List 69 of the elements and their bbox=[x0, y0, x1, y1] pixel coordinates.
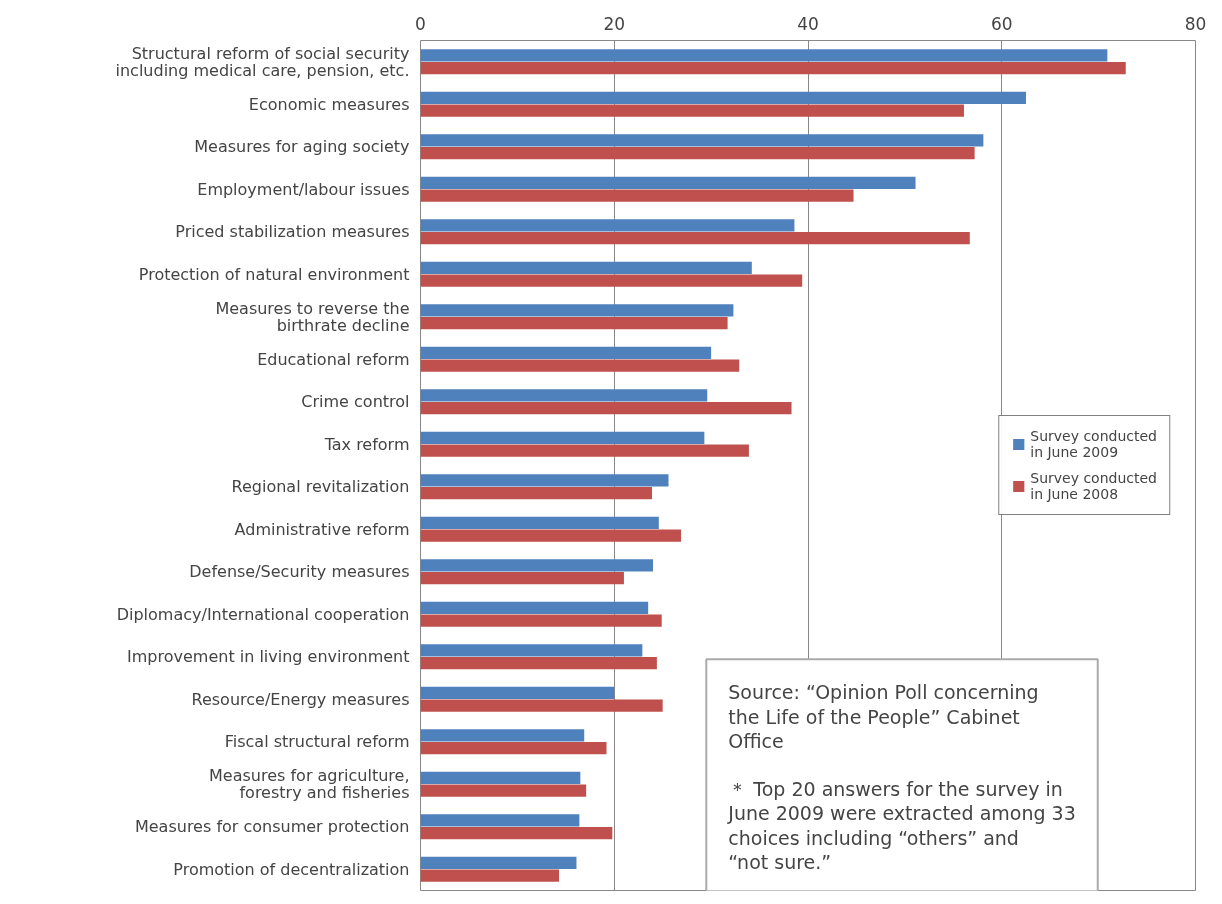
bar bbox=[420, 771, 581, 784]
y-tick-label: Measures for agriculture, forestry and fisheries bbox=[209, 766, 410, 803]
bar bbox=[420, 729, 585, 742]
bar bbox=[420, 261, 752, 274]
bar bbox=[420, 317, 728, 330]
bar bbox=[420, 529, 682, 542]
bar bbox=[420, 431, 705, 444]
bar bbox=[420, 304, 734, 317]
bar bbox=[420, 104, 964, 117]
bar bbox=[420, 601, 649, 614]
y-tick-label: Measures for aging society bbox=[194, 137, 410, 157]
bar bbox=[420, 657, 657, 670]
y-tick-label: Crime control bbox=[301, 392, 410, 412]
y-tick-label: Fiscal structural reform bbox=[224, 732, 410, 752]
bar bbox=[420, 91, 1026, 104]
bar bbox=[420, 856, 577, 869]
legend-label: Survey conducted in June 2008 bbox=[1030, 470, 1157, 502]
annotation: ＊ Top 20 answers for the survey in June 2009 were extracted among 33 choices including “others” and “not sure.” bbox=[727, 778, 1076, 873]
y-tick-label: Measures to reverse the birthrate decline bbox=[215, 298, 410, 335]
y-tick-label: Promotion of decentralization bbox=[173, 859, 410, 879]
y-tick-label: Protection of natural environment bbox=[138, 264, 410, 284]
y-tick-label: Regional revitalization bbox=[231, 477, 410, 497]
bar bbox=[420, 274, 803, 287]
bar bbox=[420, 232, 970, 245]
bar bbox=[420, 176, 916, 189]
bar bbox=[420, 827, 613, 840]
y-tick-label: Resource/Energy measures bbox=[191, 689, 410, 709]
y-tick-label: Defense/Security measures bbox=[189, 562, 410, 582]
bar bbox=[420, 49, 1108, 62]
y-tick-label: Tax reform bbox=[323, 434, 410, 454]
x-tick-label: 60 bbox=[990, 13, 1013, 34]
annotation: Source: “Opinion Poll concerning the Life of the People” Cabinet Office bbox=[728, 681, 1039, 752]
y-tick-label: Employment/labour issues bbox=[197, 179, 410, 199]
bar bbox=[420, 219, 795, 232]
y-tick-label: Economic measures bbox=[248, 94, 410, 114]
y-tick-label: Priced stabilization measures bbox=[175, 222, 410, 242]
bar bbox=[420, 572, 624, 585]
bar bbox=[420, 487, 653, 500]
y-tick-label: Structural reform of social security including medical care, pension, etc. bbox=[115, 43, 410, 80]
bar bbox=[420, 742, 607, 755]
bar bbox=[420, 784, 587, 797]
bar bbox=[420, 474, 669, 487]
bar bbox=[420, 699, 663, 712]
bar bbox=[420, 559, 653, 572]
bar bbox=[420, 134, 984, 147]
y-tick-label: Administrative reform bbox=[234, 519, 410, 539]
bar bbox=[420, 147, 975, 160]
bar bbox=[420, 346, 712, 359]
y-tick-label: Improvement in living environment bbox=[127, 647, 410, 667]
bar bbox=[420, 814, 580, 827]
bar bbox=[420, 516, 659, 529]
legend-label: Survey conducted in June 2009 bbox=[1030, 428, 1157, 460]
x-tick-label: 0 bbox=[415, 13, 426, 34]
bar bbox=[420, 189, 854, 202]
x-tick-label: 80 bbox=[1184, 13, 1207, 34]
bar bbox=[420, 359, 740, 372]
y-tick-label: Diplomacy/International cooperation bbox=[116, 604, 410, 624]
bar bbox=[420, 402, 792, 415]
bar bbox=[420, 644, 643, 657]
bar bbox=[420, 389, 708, 402]
bar bbox=[420, 614, 662, 627]
bar bbox=[420, 444, 749, 457]
bar bbox=[420, 62, 1126, 75]
y-tick-label: Educational reform bbox=[257, 349, 410, 369]
bar bbox=[420, 869, 560, 882]
x-tick-label: 20 bbox=[603, 13, 626, 34]
bar bbox=[420, 686, 615, 699]
y-tick-label: Measures for consumer protection bbox=[134, 817, 410, 837]
x-tick-label: 40 bbox=[797, 13, 819, 34]
